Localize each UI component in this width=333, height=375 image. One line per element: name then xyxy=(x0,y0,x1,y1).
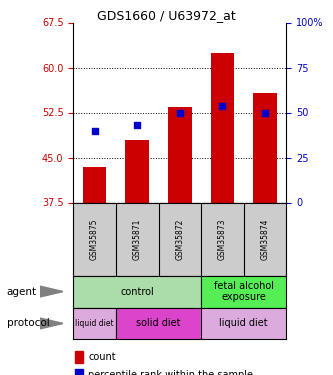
Polygon shape xyxy=(40,318,63,329)
Text: percentile rank within the sample: percentile rank within the sample xyxy=(88,370,253,375)
Point xyxy=(262,110,268,116)
Polygon shape xyxy=(40,286,63,297)
Text: liquid diet: liquid diet xyxy=(75,319,114,328)
Point xyxy=(177,110,182,116)
Text: control: control xyxy=(120,286,154,297)
Text: GSM35871: GSM35871 xyxy=(133,218,142,260)
Point xyxy=(135,122,140,128)
Text: count: count xyxy=(88,352,116,362)
Bar xyxy=(201,276,286,308)
Bar xyxy=(116,308,201,339)
Text: fetal alcohol
exposure: fetal alcohol exposure xyxy=(214,281,274,302)
Text: liquid diet: liquid diet xyxy=(219,318,268,328)
Bar xyxy=(211,53,234,202)
Text: agent: agent xyxy=(7,286,37,297)
Bar xyxy=(83,166,106,202)
Bar xyxy=(73,308,116,339)
Text: GSM35874: GSM35874 xyxy=(260,218,270,260)
Bar xyxy=(75,369,83,375)
Text: GSM35875: GSM35875 xyxy=(90,218,99,260)
Text: solid diet: solid diet xyxy=(136,318,181,328)
Point xyxy=(92,128,97,134)
Bar xyxy=(201,308,286,339)
Bar xyxy=(253,93,277,202)
Bar xyxy=(168,106,191,202)
Text: GSM35873: GSM35873 xyxy=(218,218,227,260)
Text: GSM35872: GSM35872 xyxy=(175,218,184,260)
Bar xyxy=(126,140,149,202)
Text: GDS1660 / U63972_at: GDS1660 / U63972_at xyxy=(97,9,236,22)
Text: protocol: protocol xyxy=(7,318,49,328)
Bar xyxy=(73,276,201,308)
Point xyxy=(220,103,225,109)
Bar xyxy=(75,351,83,363)
